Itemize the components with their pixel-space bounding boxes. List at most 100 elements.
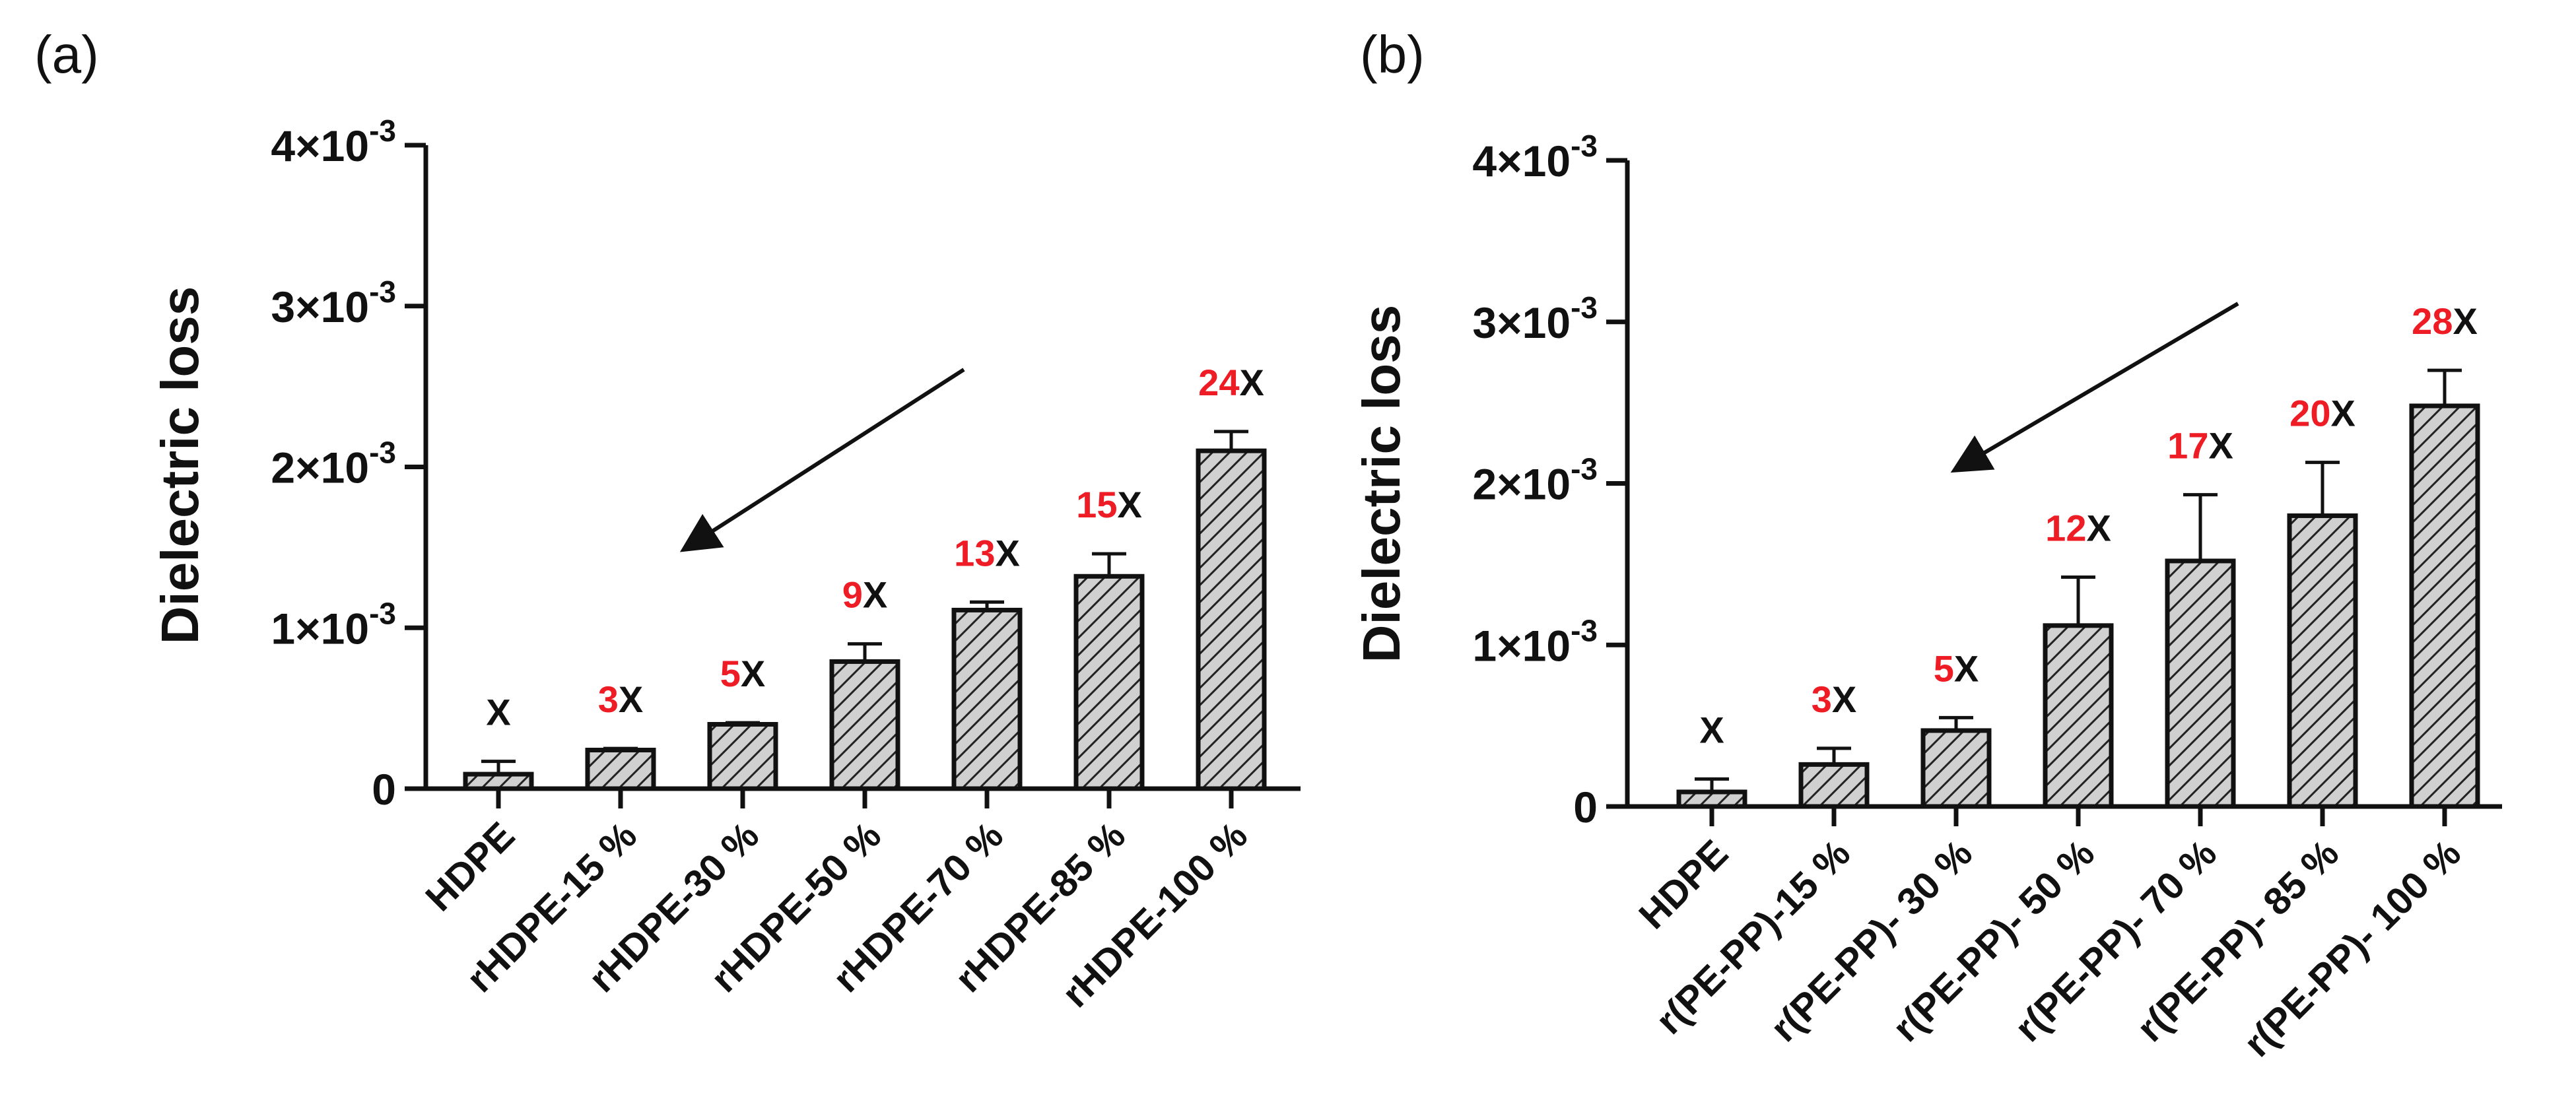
annotation-suffix: X — [1832, 678, 1856, 720]
error-bar — [2427, 368, 2462, 407]
bar-annotation: 13X — [954, 532, 1020, 574]
bar — [2409, 403, 2480, 809]
annotation-suffix: X — [2086, 507, 2111, 548]
bar — [951, 607, 1023, 791]
y-tick-label: 0 — [1573, 783, 1598, 832]
x-category-label: r(PE-PP)- 100 % — [2236, 832, 2470, 1065]
annotation-multiplier: 3 — [1812, 678, 1832, 720]
error-bar — [2305, 461, 2340, 516]
bar-annotation: X — [486, 692, 510, 733]
bar — [2043, 623, 2114, 809]
annotation-multiplier: 15 — [1076, 484, 1117, 525]
annotation-suffix: X — [486, 692, 510, 733]
y-tick-exponent: -3 — [1571, 129, 1598, 163]
error-bar — [2183, 493, 2218, 561]
error-bar — [603, 746, 638, 750]
bar-annotation: 15X — [1076, 484, 1142, 525]
error-bar — [2061, 575, 2095, 626]
bar-annotation: X — [1699, 709, 1724, 750]
y-tick-mantissa: 2×10 — [1472, 460, 1571, 509]
bar — [585, 748, 656, 791]
bar-annotation: 17X — [2167, 425, 2233, 467]
bar-annotation: 3X — [1812, 678, 1857, 720]
bar — [1196, 448, 1267, 791]
y-tick-label: 2×10-3 — [271, 436, 396, 492]
error-bar — [1214, 430, 1248, 451]
bar-annotation: 5X — [1934, 647, 1979, 689]
bar-annotation: 9X — [842, 574, 888, 616]
x-category-label: HDPE — [417, 814, 523, 919]
y-tick-mantissa: 0 — [372, 765, 396, 814]
y-tick-label: 1×10-3 — [271, 596, 396, 653]
annotation-multiplier: 17 — [2167, 425, 2208, 467]
trend-arrow — [679, 368, 965, 552]
annotation-multiplier: 28 — [2412, 300, 2453, 342]
bar — [463, 771, 534, 791]
y-tick-label: 0 — [372, 765, 396, 814]
y-tick-mantissa: 3×10 — [1472, 298, 1571, 347]
panel-b-chart: (b)Dielectric loss01×10-32×10-33×10-34×1… — [1352, 25, 2502, 1065]
panel-label: (a) — [34, 25, 99, 84]
y-tick-label: 4×10-3 — [1472, 129, 1598, 185]
y-tick-exponent: -3 — [1571, 452, 1598, 486]
y-tick-exponent: -3 — [1571, 290, 1598, 325]
y-tick-mantissa: 1×10 — [271, 604, 369, 653]
y-tick-exponent: -3 — [369, 114, 396, 148]
y-tick-mantissa: 4×10 — [271, 121, 369, 170]
y-tick-label: 4×10-3 — [271, 114, 396, 170]
annotation-suffix: X — [1699, 709, 1724, 750]
y-tick-exponent: -3 — [369, 596, 396, 630]
bar-annotation: 28X — [2412, 300, 2478, 342]
panel-a-chart: (a)Dielectric loss01×10-32×10-33×10-34×1… — [34, 25, 1301, 1016]
bar-annotation: 24X — [1198, 362, 1264, 403]
error-bar — [848, 642, 882, 662]
annotation-suffix: X — [1239, 362, 1264, 403]
bar-annotation: 12X — [2045, 507, 2111, 548]
bar — [707, 722, 778, 791]
annotation-suffix: X — [2330, 393, 2355, 434]
y-tick-label: 2×10-3 — [1472, 452, 1598, 509]
y-tick-label: 3×10-3 — [271, 275, 396, 331]
annotation-suffix: X — [741, 653, 765, 694]
y-tick-mantissa: 2×10 — [271, 443, 369, 492]
x-category-label: HDPE — [1631, 832, 1736, 937]
y-tick-mantissa: 3×10 — [271, 282, 369, 331]
annotation-suffix: X — [995, 532, 1019, 574]
y-tick-mantissa: 4×10 — [1472, 137, 1571, 185]
annotation-suffix: X — [1117, 484, 1141, 525]
error-bar — [970, 600, 1004, 610]
y-axis-title: Dielectric loss — [151, 286, 209, 645]
error-bar — [1939, 715, 1973, 731]
y-tick-label: 3×10-3 — [1472, 290, 1598, 347]
error-bar — [1695, 777, 1729, 792]
bar-annotation: 3X — [598, 678, 644, 720]
annotation-multiplier: 9 — [842, 574, 863, 616]
bar — [1676, 789, 1747, 809]
y-tick-label: 1×10-3 — [1472, 613, 1598, 670]
y-tick-mantissa: 0 — [1573, 783, 1598, 832]
y-tick-exponent: -3 — [369, 275, 396, 309]
annotation-suffix: X — [619, 678, 643, 720]
annotation-multiplier: 12 — [2045, 507, 2086, 548]
bar — [1920, 728, 1992, 809]
bar — [2287, 513, 2358, 809]
trend-arrow — [1950, 302, 2239, 473]
y-tick-exponent: -3 — [1571, 613, 1598, 647]
error-bar — [1817, 746, 1851, 765]
annotation-multiplier: 5 — [720, 653, 741, 694]
annotation-multiplier: 24 — [1198, 362, 1239, 403]
y-tick-mantissa: 1×10 — [1472, 621, 1571, 670]
bar — [1798, 762, 1870, 809]
error-bar — [1092, 552, 1126, 577]
annotation-multiplier: 3 — [598, 678, 619, 720]
bar — [829, 659, 900, 791]
y-axis-title: Dielectric loss — [1352, 305, 1411, 663]
panel-label: (b) — [1360, 25, 1425, 84]
annotation-multiplier: 20 — [2289, 393, 2330, 434]
error-bar — [481, 760, 516, 775]
bar-annotation: 5X — [720, 653, 766, 694]
annotation-suffix: X — [2208, 425, 2233, 467]
y-tick-exponent: -3 — [369, 436, 396, 470]
bar-annotation: 20X — [2289, 393, 2356, 434]
